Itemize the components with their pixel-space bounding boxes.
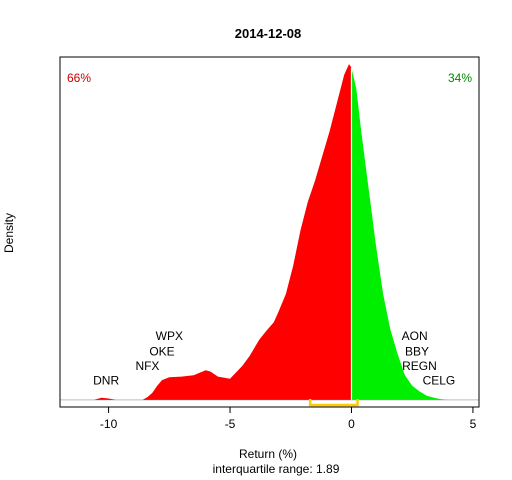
pct-negative-label: 66% xyxy=(67,71,91,85)
x-tick-label: 0 xyxy=(348,417,355,431)
x-axis-label: Return (%) xyxy=(239,447,297,461)
x-tick-label: -5 xyxy=(225,417,236,431)
negative-area xyxy=(94,64,352,400)
y-axis-label: Density xyxy=(2,213,16,253)
positive-area xyxy=(351,67,456,400)
x-tick-label: 5 xyxy=(470,417,477,431)
ticker-annotation: BBY xyxy=(405,344,429,358)
ticker-annotation: CELG xyxy=(423,373,456,387)
x-tick-label: -10 xyxy=(100,417,118,431)
plot-frame xyxy=(59,56,480,408)
iqr-bracket xyxy=(308,399,359,407)
ticker-annotation: DNR xyxy=(93,373,119,387)
ticker-annotation: AON xyxy=(402,329,428,343)
ticker-annotation: WPX xyxy=(156,329,183,343)
x-axis-subtitle: interquartile range: 1.89 xyxy=(213,462,340,476)
ticker-annotation: NFX xyxy=(135,359,159,373)
ticker-annotation: REGN xyxy=(402,359,437,373)
chart-title: 2014-12-08 xyxy=(235,26,302,41)
ticker-annotation: OKE xyxy=(149,344,174,358)
pct-positive-label: 34% xyxy=(448,71,472,85)
